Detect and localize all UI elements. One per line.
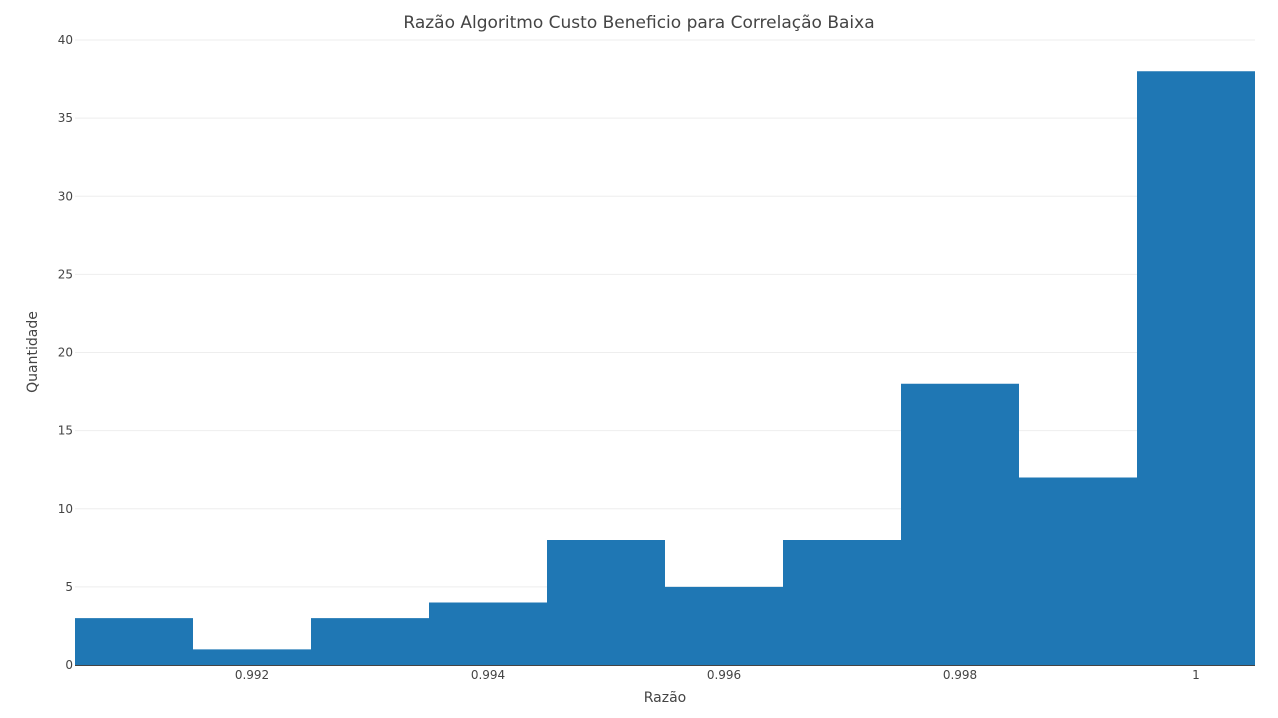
histogram-bar <box>901 383 1019 665</box>
x-tick-label: 0.996 <box>707 668 741 682</box>
x-tick-label: 0.994 <box>471 668 505 682</box>
histogram-bar <box>1137 71 1255 665</box>
histogram-bar <box>75 618 193 665</box>
x-axis-ticks: 0.992 0.994 0.996 0.998 1 <box>235 668 1200 682</box>
histogram-bar <box>311 618 429 665</box>
x-axis-title: Razão <box>644 690 687 706</box>
histogram-bar <box>1019 477 1137 665</box>
histogram-bar <box>547 540 665 665</box>
histogram-bar <box>783 540 901 665</box>
y-tick-label: 35 <box>58 111 73 125</box>
y-tick-label: 0 <box>65 658 73 672</box>
histogram-bar <box>193 649 311 665</box>
histogram-bar <box>429 602 547 665</box>
y-tick-label: 25 <box>58 267 73 281</box>
y-tick-label: 5 <box>65 580 73 594</box>
histogram-bar <box>665 586 783 665</box>
y-tick-label: 10 <box>58 502 73 516</box>
chart-title: Razão Algoritmo Custo Beneficio para Cor… <box>403 13 874 33</box>
x-tick-label: 1 <box>1192 668 1200 682</box>
y-tick-label: 30 <box>58 189 73 203</box>
bars <box>75 71 1255 665</box>
y-axis-title: Quantidade <box>25 311 41 393</box>
y-tick-label: 15 <box>58 424 73 438</box>
y-tick-label: 40 <box>58 33 73 47</box>
y-axis-ticks: 0 5 10 15 20 25 30 35 40 <box>58 33 73 672</box>
y-tick-label: 20 <box>58 346 73 360</box>
gridlines <box>75 39 1255 588</box>
x-tick-label: 0.998 <box>943 668 977 682</box>
x-tick-label: 0.992 <box>235 668 269 682</box>
